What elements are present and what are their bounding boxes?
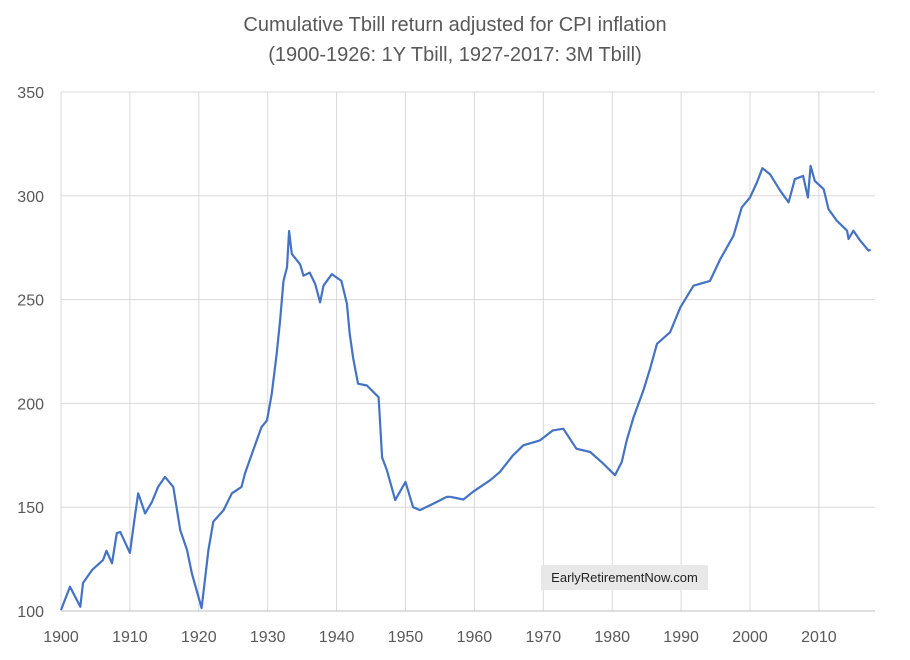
- x-tick-label: 1980: [594, 629, 630, 646]
- chart-title: Cumulative Tbill return adjusted for CPI…: [243, 14, 667, 36]
- x-tick-label: 1940: [319, 629, 355, 646]
- watermark-annotation: EarlyRetirementNow.com: [541, 565, 708, 590]
- x-tick-label: 1960: [457, 629, 493, 646]
- y-tick-label: 250: [17, 293, 44, 310]
- y-tick-label: 150: [17, 500, 44, 517]
- x-tick-label: 1930: [250, 629, 286, 646]
- x-tick-label: 2000: [732, 629, 768, 646]
- x-tick-label: 2010: [801, 629, 837, 646]
- x-tick-label: 1910: [112, 629, 148, 646]
- x-tick-label: 1900: [43, 629, 79, 646]
- x-tick-label: 1920: [181, 629, 217, 646]
- series-line: [59, 164, 871, 611]
- y-tick-label: 100: [17, 604, 44, 621]
- chart-subtitle: (1900-1926: 1Y Tbill, 1927-2017: 3M Tbil…: [268, 44, 642, 66]
- x-tick-label: 1970: [526, 629, 562, 646]
- y-tick-label: 350: [17, 85, 44, 102]
- x-tick-label: 1950: [388, 629, 424, 646]
- y-tick-label: 200: [17, 396, 44, 413]
- y-tick-label: 300: [17, 189, 44, 206]
- x-tick-label: 1990: [663, 629, 699, 646]
